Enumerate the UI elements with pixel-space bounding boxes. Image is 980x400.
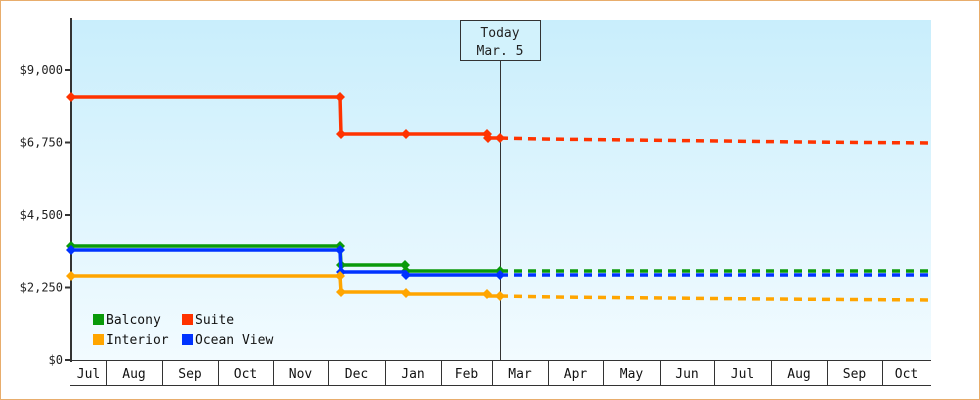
projected-line	[499, 136, 932, 145]
actual-line	[71, 248, 500, 277]
series-interior	[66, 271, 932, 302]
legend-swatch	[93, 334, 104, 345]
legend-item-interior[interactable]: Interior	[93, 333, 169, 348]
data-point-marker[interactable]	[401, 129, 411, 139]
data-point-marker[interactable]	[401, 288, 411, 298]
y-tick-label: $9,000	[20, 63, 63, 77]
legend-item-balcony[interactable]: Balcony	[93, 313, 161, 328]
month-label: Dec	[345, 367, 368, 382]
x-axis: Jul Aug Sep Oct Nov Dec Jan Feb Mar Apr May Jun Jul A…	[70, 360, 931, 386]
legend-swatch	[93, 314, 104, 325]
data-point-marker[interactable]	[482, 289, 492, 299]
month-label: Jul	[77, 367, 100, 382]
y-tick-label: $6,750	[20, 136, 63, 150]
projected-line	[499, 294, 932, 302]
month-label: May	[620, 367, 644, 382]
legend: Balcony Suite Interior Ocean View	[93, 313, 273, 348]
today-date: Mar. 5	[477, 44, 524, 59]
y-tick-label: $0	[49, 353, 63, 367]
month-label: Jun	[675, 367, 698, 382]
month-label: Sep	[843, 367, 867, 382]
today-box	[460, 20, 541, 61]
data-point-marker[interactable]	[495, 133, 505, 143]
today-label: Today	[480, 26, 519, 41]
month-label: Nov	[289, 367, 313, 382]
month-label: Jul	[731, 367, 754, 382]
month-label: Sep	[178, 367, 202, 382]
legend-item-suite[interactable]: Suite	[182, 313, 234, 328]
month-label: Aug	[787, 367, 810, 382]
month-label: Jan	[401, 367, 424, 382]
data-point-marker[interactable]	[66, 245, 76, 255]
month-label: Oct	[234, 367, 257, 382]
legend-label: Interior	[106, 333, 169, 348]
data-point-marker[interactable]	[495, 270, 505, 280]
legend-label: Ocean View	[195, 333, 273, 348]
y-tick-label: $4,500	[20, 208, 63, 222]
legend-swatch	[182, 314, 193, 325]
series-lines	[66, 92, 932, 302]
data-point-marker[interactable]	[483, 133, 493, 143]
data-point-marker[interactable]	[336, 287, 346, 297]
month-label: Aug	[122, 367, 145, 382]
legend-item-ocean-view[interactable]: Ocean View	[182, 333, 273, 348]
data-point-marker[interactable]	[335, 245, 345, 255]
actual-line	[71, 244, 500, 273]
month-label: Mar	[508, 367, 532, 382]
y-tick-label: $2,250	[20, 281, 63, 295]
legend-label: Balcony	[106, 313, 161, 328]
data-point-marker[interactable]	[335, 271, 345, 281]
month-label: Oct	[895, 367, 918, 382]
today-marker: Today Mar. 5	[460, 20, 541, 360]
y-axis: $0 $2,250 $4,500 $6,750 $9,000	[20, 18, 72, 367]
data-point-marker[interactable]	[401, 270, 411, 280]
data-point-marker[interactable]	[335, 92, 345, 102]
month-label: Apr	[564, 367, 588, 382]
legend-swatch	[182, 334, 193, 345]
data-point-marker[interactable]	[66, 271, 76, 281]
data-point-marker[interactable]	[336, 129, 346, 139]
data-point-marker[interactable]	[66, 92, 76, 102]
month-label: Feb	[455, 367, 479, 382]
series-suite	[66, 92, 932, 145]
legend-label: Suite	[195, 313, 234, 328]
data-point-marker[interactable]	[495, 291, 505, 301]
